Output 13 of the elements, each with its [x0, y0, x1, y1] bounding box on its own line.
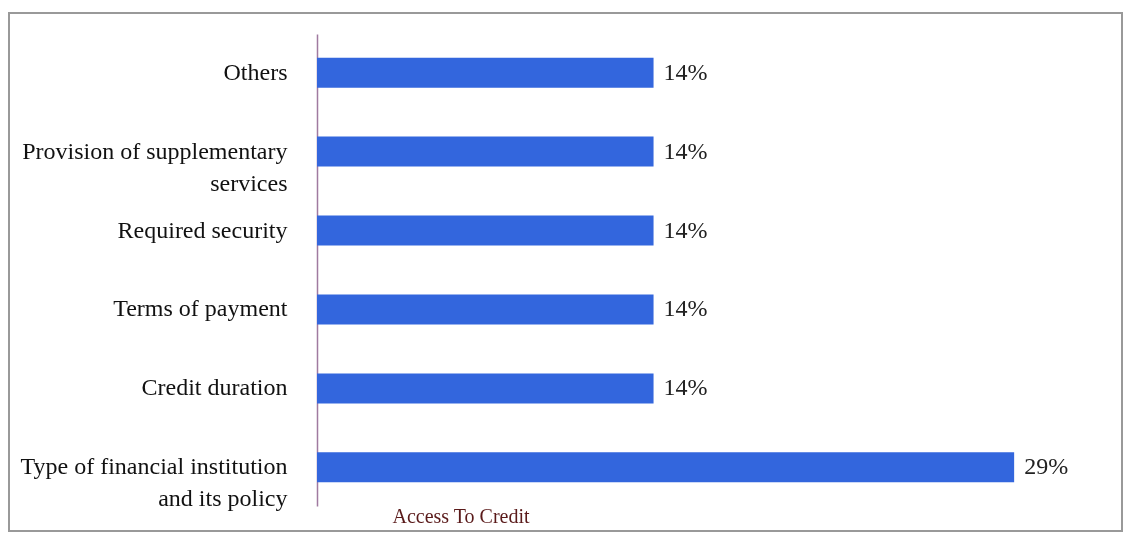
data-label: 14%: [663, 137, 708, 164]
data-label: 14%: [663, 216, 708, 243]
y-tick-label: Credit duration: [141, 374, 288, 401]
y-tick-label: Type of financial institution and its policy: [20, 453, 288, 512]
y-tick-label: Others: [223, 58, 288, 85]
x-axis-title: Access To Credit: [392, 504, 531, 527]
data-label: 14%: [663, 58, 708, 85]
y-tick-label: Required security: [117, 216, 288, 243]
data-label: 14%: [663, 374, 708, 401]
data-label: 14%: [663, 295, 708, 322]
y-tick-label: Terms of payment: [113, 295, 288, 322]
y-tick-label: Provision of supplementary services: [22, 137, 288, 196]
data-label: 29%: [1024, 453, 1069, 480]
